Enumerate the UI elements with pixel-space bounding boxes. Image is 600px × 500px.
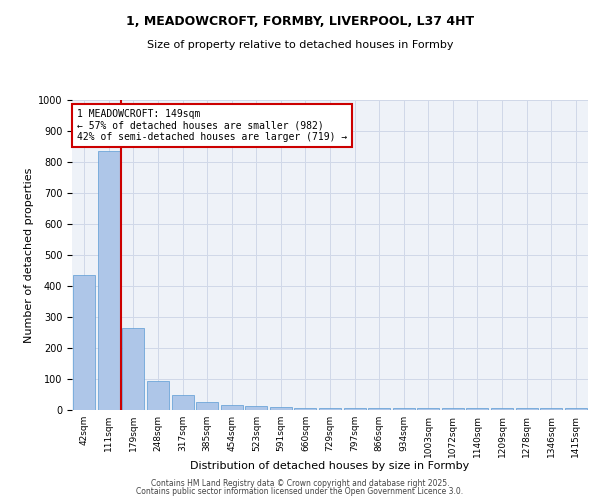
Bar (295, 408, 316, 410)
Bar (417, 408, 439, 410)
Text: 1 MEADOWCROFT: 149sqm
← 57% of detached houses are smaller (982)
42% of semi-det: 1 MEADOWCROFT: 149sqm ← 57% of detached … (77, 110, 347, 142)
Bar (245, 406, 268, 410)
Bar (221, 404, 243, 410)
Bar (319, 408, 341, 410)
Bar (73, 274, 95, 410)
Bar (172, 395, 194, 410)
Text: 1, MEADOWCROFT, FORMBY, LIVERPOOL, L37 4HT: 1, MEADOWCROFT, FORMBY, LIVERPOOL, L37 4… (126, 15, 474, 28)
Bar (466, 408, 488, 410)
Bar (515, 408, 538, 410)
Bar (196, 402, 218, 410)
Bar (98, 151, 120, 410)
Bar (344, 408, 365, 410)
Bar (565, 408, 587, 410)
Bar (122, 328, 145, 410)
Bar (442, 408, 464, 410)
Text: Size of property relative to detached houses in Formby: Size of property relative to detached ho… (147, 40, 453, 50)
Bar (491, 408, 513, 410)
Bar (147, 380, 169, 410)
Bar (368, 408, 390, 410)
Bar (392, 408, 415, 410)
X-axis label: Distribution of detached houses by size in Formby: Distribution of detached houses by size … (190, 461, 470, 471)
Bar (270, 407, 292, 410)
Text: Contains public sector information licensed under the Open Government Licence 3.: Contains public sector information licen… (136, 487, 464, 496)
Y-axis label: Number of detached properties: Number of detached properties (23, 168, 34, 342)
Text: Contains HM Land Registry data © Crown copyright and database right 2025.: Contains HM Land Registry data © Crown c… (151, 478, 449, 488)
Bar (540, 408, 562, 410)
